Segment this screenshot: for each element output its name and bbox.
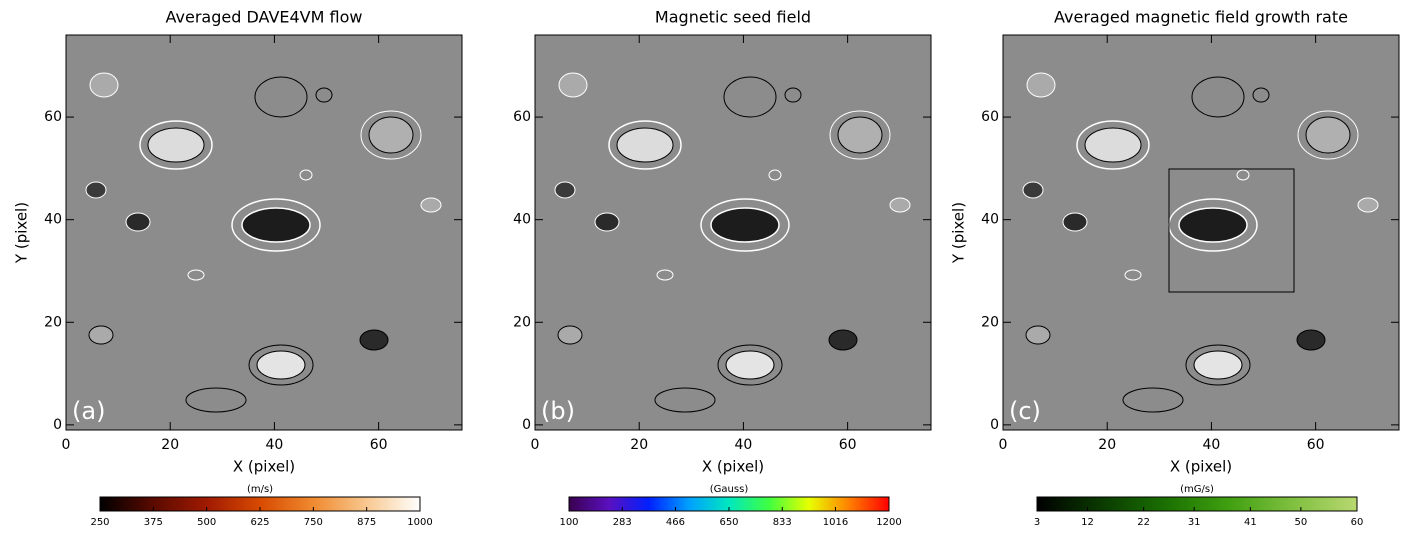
colorbar-tick-label: 1016: [823, 517, 848, 528]
x-tick-label: 60: [1307, 437, 1325, 453]
colorbar-tick-label: 41: [1244, 517, 1257, 528]
background-image: [1002, 34, 1400, 431]
colorbar: [1036, 496, 1358, 512]
colorbar-tick-label: 466: [666, 517, 685, 528]
x-tick-label: 60: [839, 437, 857, 453]
x-tick-label: 40: [735, 437, 753, 453]
colorbar-tick-label: 1000: [407, 517, 432, 528]
colorbar-tick-label: 1200: [876, 517, 901, 528]
colorbar-label: (mG/s): [1180, 484, 1214, 495]
y-tick-label: 40: [44, 212, 62, 228]
y-tick-label: 20: [513, 314, 531, 330]
colorbar-tick-label: 31: [1188, 517, 1201, 528]
panels: Averaged DAVE4VM flow(a)0 20 40 600204060X …: [13, 8, 1400, 528]
y-tick-label: 40: [981, 212, 999, 228]
colorbar-tick-label: 625: [250, 517, 269, 528]
y-tick-label: 60: [513, 109, 531, 125]
colorbar-tick-label: 375: [144, 517, 163, 528]
x-tick-label: 20: [1098, 437, 1116, 453]
colorbar-tick-label: 833: [773, 517, 792, 528]
x-tick-label: 20: [630, 437, 648, 453]
chart-title: Magnetic seed field: [655, 8, 811, 27]
y-tick-label: 0: [53, 417, 62, 433]
x-axis-label: X (pixel): [233, 458, 295, 476]
colorbar-tick-label: 50: [1294, 517, 1307, 528]
x-axis-label: X (pixel): [1170, 458, 1232, 476]
plot-frame: [534, 34, 932, 431]
colorbar-tick-label: 12: [1081, 517, 1094, 528]
x-axis-label: X (pixel): [702, 458, 764, 476]
y-axis-label: Y (pixel): [950, 202, 968, 264]
colorbar-tick-label: 750: [304, 517, 323, 528]
colorbar-tick-label: 250: [90, 517, 109, 528]
region-box: [1168, 168, 1295, 293]
y-tick-label: 20: [981, 314, 999, 330]
panel-label: (c): [1009, 397, 1041, 425]
colorbar-tick-label: 60: [1351, 517, 1364, 528]
x-tick-label: 40: [266, 437, 284, 453]
y-tick-label: 0: [990, 417, 999, 433]
colorbar-tick-label: 650: [719, 517, 738, 528]
x-tick-label: 0: [531, 437, 540, 453]
x-tick-label: 0: [999, 437, 1008, 453]
plot-frame: [1002, 34, 1400, 431]
background-image: [65, 34, 463, 431]
colorbar-tick-label: 3: [1034, 517, 1040, 528]
y-axis-label: Y (pixel): [13, 202, 31, 264]
x-tick-label: 60: [370, 437, 388, 453]
y-tick-label: 20: [44, 314, 62, 330]
y-tick-label: 40: [513, 212, 531, 228]
colorbar-label: (m/s): [247, 484, 273, 495]
background-image: [534, 34, 932, 431]
colorbar-tick-label: 100: [559, 517, 578, 528]
panel: Averaged magnetic field growth rate(c)0 2…: [950, 8, 1400, 528]
y-tick-label: 60: [44, 109, 62, 125]
plot-frame: [65, 34, 463, 431]
x-tick-label: 20: [161, 437, 179, 453]
colorbar-label: (Gauss): [710, 484, 749, 495]
x-tick-label: 0: [62, 437, 71, 453]
y-tick-label: 0: [522, 417, 531, 433]
chart-title: Averaged magnetic field growth rate: [1054, 8, 1348, 27]
colorbar-tick-label: 22: [1137, 517, 1150, 528]
chart-title: Averaged DAVE4VM flow: [166, 8, 363, 27]
colorbar-tick-label: 500: [197, 517, 216, 528]
panel-label: (b): [541, 397, 575, 425]
x-tick-label: 40: [1203, 437, 1221, 453]
colorbar-tick-label: 875: [357, 517, 376, 528]
colorbar-tick-label: 283: [613, 517, 632, 528]
panel-label: (a): [72, 397, 105, 425]
panel: Averaged DAVE4VM flow(a)0 20 40 600204060X …: [13, 8, 463, 528]
y-tick-label: 60: [981, 109, 999, 125]
